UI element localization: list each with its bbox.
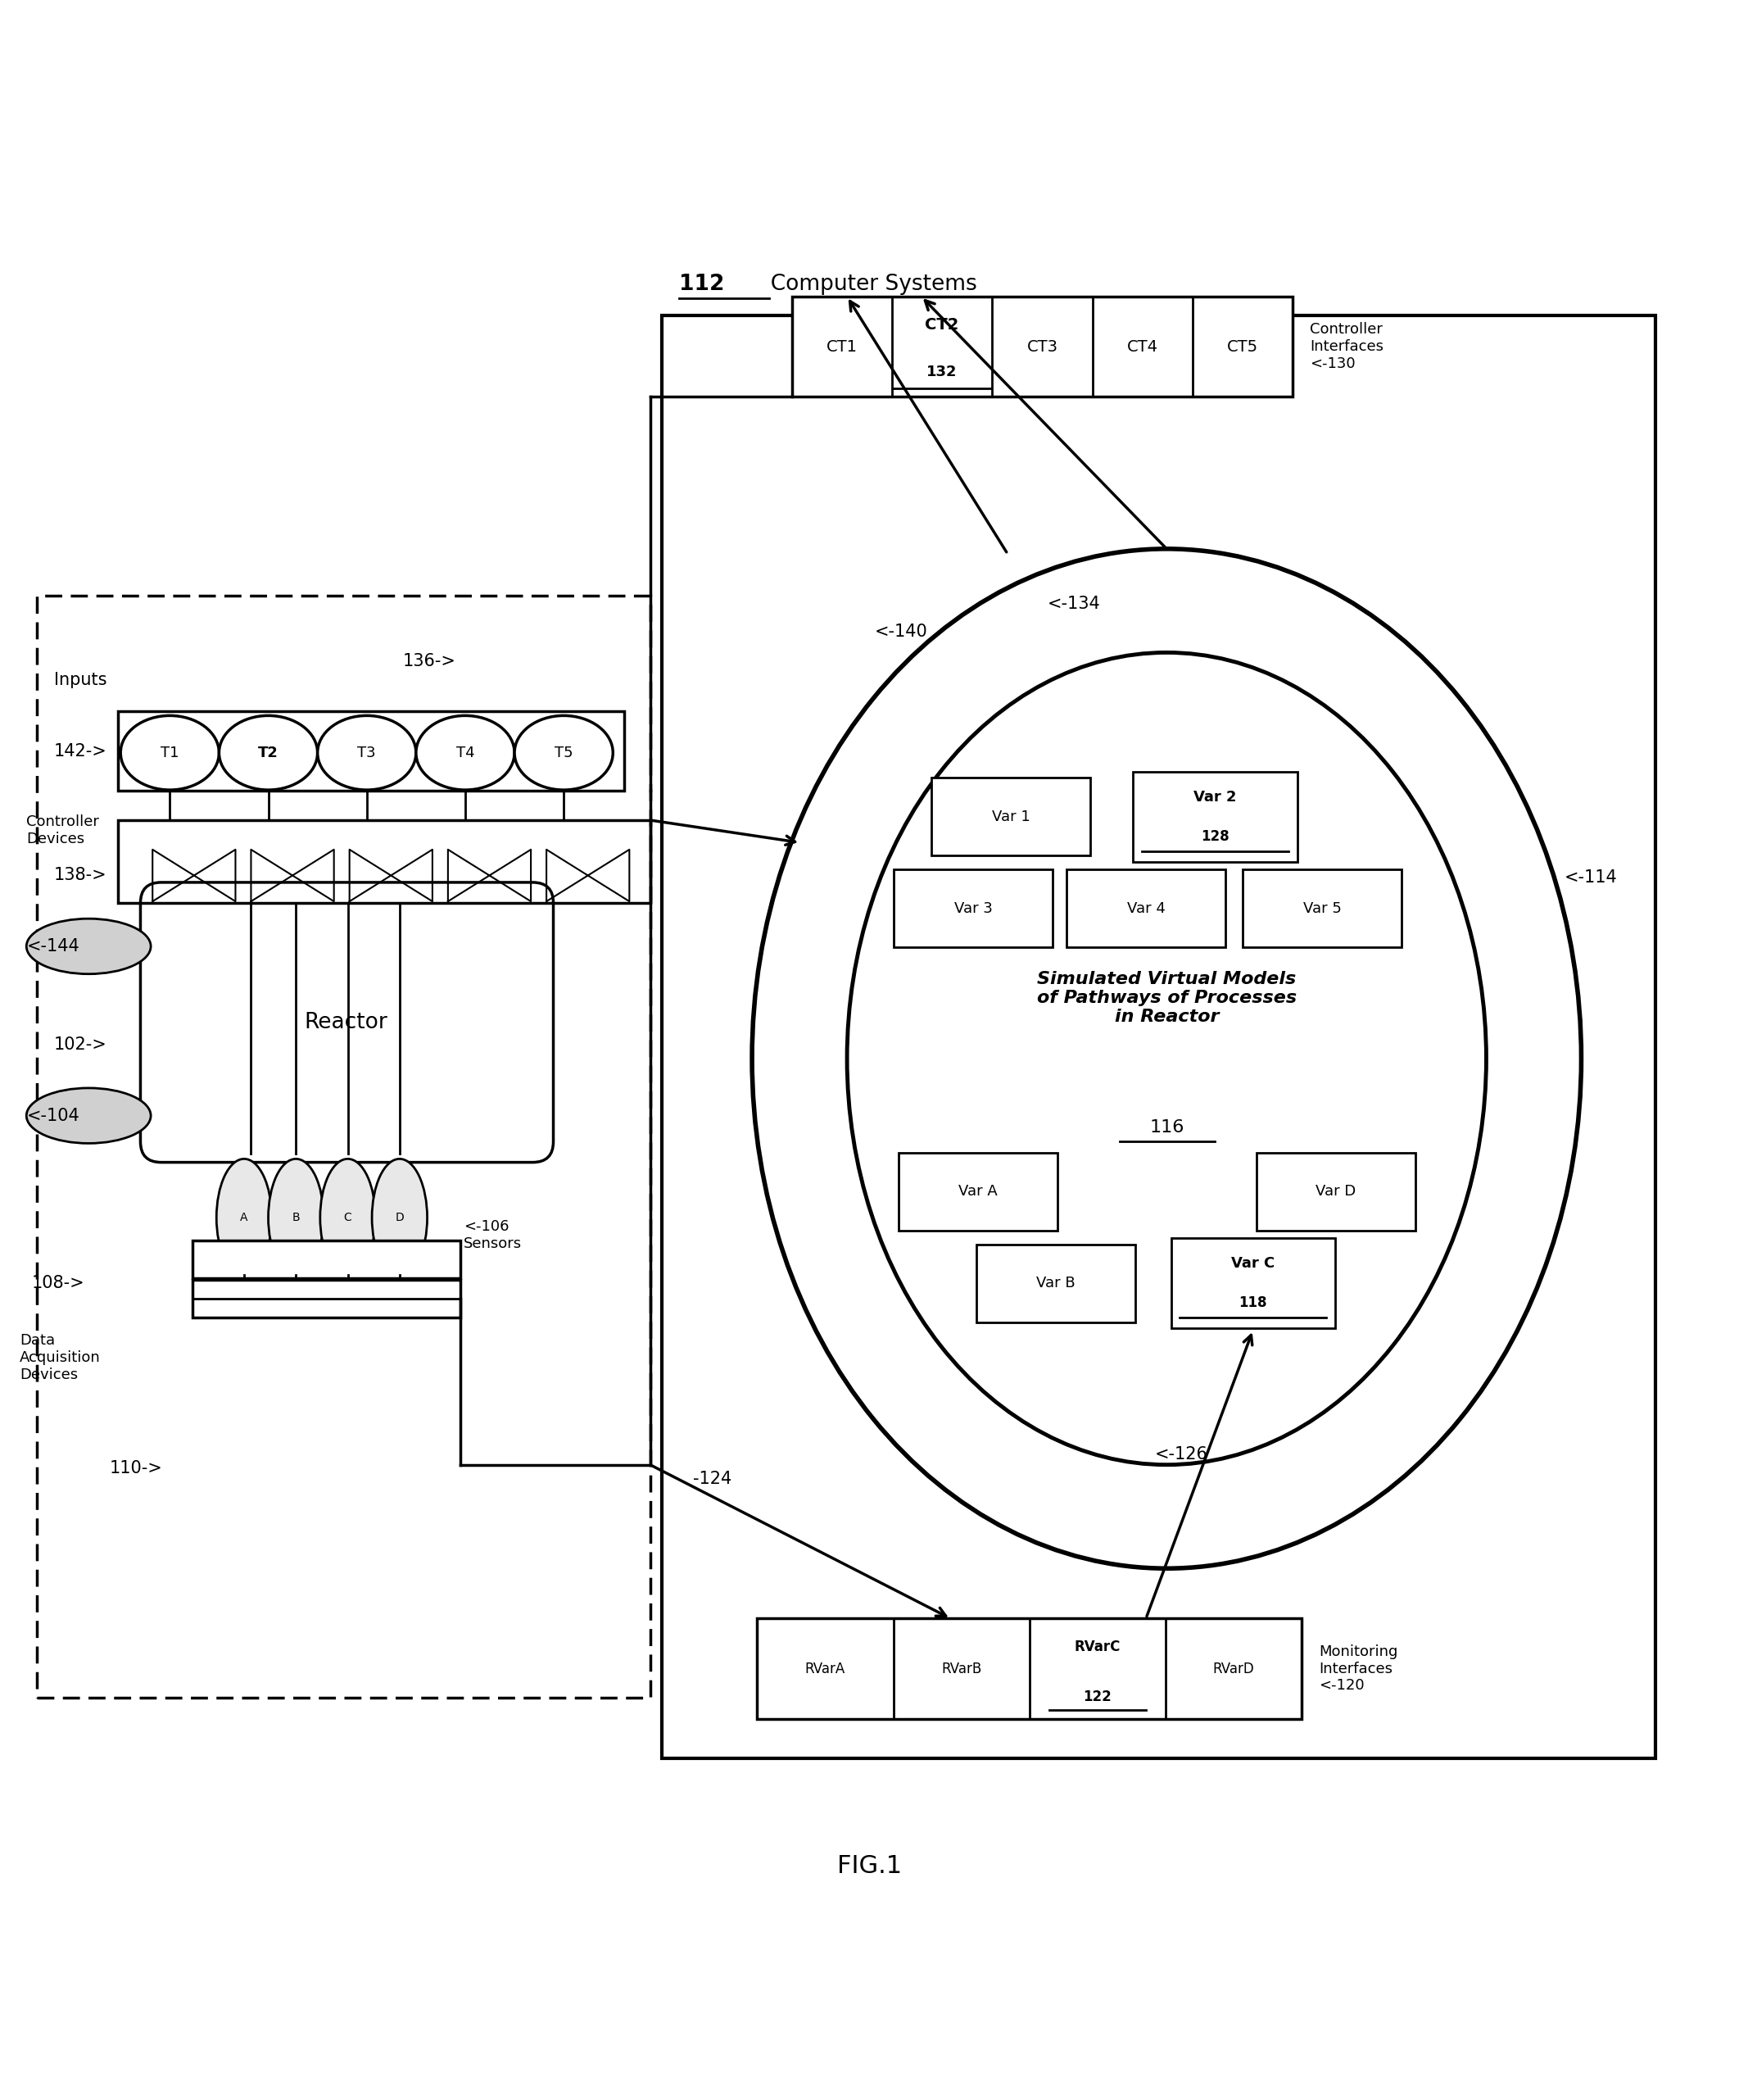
Ellipse shape (320, 1159, 376, 1277)
Text: RVarC: RVarC (1075, 1640, 1120, 1655)
FancyBboxPatch shape (1066, 869, 1226, 947)
Ellipse shape (26, 918, 151, 974)
FancyBboxPatch shape (663, 315, 1656, 1758)
Text: Controller
Devices: Controller Devices (26, 815, 99, 846)
Text: CT4: CT4 (1127, 338, 1158, 355)
Text: FIG.1: FIG.1 (836, 1854, 903, 1877)
Text: Data
Acquisition
Devices: Data Acquisition Devices (19, 1334, 101, 1382)
Ellipse shape (120, 716, 219, 790)
Text: T5: T5 (555, 746, 572, 760)
Ellipse shape (372, 1159, 428, 1277)
Text: Monitoring
Interfaces
<-120: Monitoring Interfaces <-120 (1318, 1644, 1398, 1693)
Text: RVarB: RVarB (941, 1661, 981, 1676)
Text: Var C: Var C (1231, 1256, 1275, 1270)
Ellipse shape (268, 1159, 323, 1277)
Text: 122: 122 (1083, 1688, 1111, 1703)
Text: 128: 128 (1202, 830, 1229, 844)
FancyBboxPatch shape (894, 869, 1052, 947)
FancyBboxPatch shape (1257, 1153, 1416, 1231)
Text: 136->: 136-> (403, 653, 456, 670)
Text: 112: 112 (680, 273, 725, 294)
Text: 118: 118 (1238, 1296, 1268, 1310)
Text: Var 3: Var 3 (955, 901, 993, 916)
Text: B: B (292, 1212, 299, 1224)
Text: Var B: Var B (1036, 1277, 1076, 1291)
Text: <-140: <-140 (875, 624, 927, 640)
Text: T1: T1 (160, 746, 179, 760)
FancyBboxPatch shape (193, 1279, 461, 1319)
FancyBboxPatch shape (1170, 1239, 1336, 1327)
Text: Simulated Virtual Models
of Pathways of Processes
in Reactor: Simulated Virtual Models of Pathways of … (1036, 970, 1297, 1025)
Text: CT3: CT3 (1026, 338, 1057, 355)
Ellipse shape (216, 1159, 271, 1277)
Text: Controller
Interfaces
<-130: Controller Interfaces <-130 (1309, 321, 1384, 372)
Text: RVarD: RVarD (1212, 1661, 1254, 1676)
Text: 110->: 110-> (110, 1459, 162, 1476)
Text: A: A (240, 1212, 249, 1224)
Ellipse shape (416, 716, 515, 790)
FancyBboxPatch shape (791, 296, 1292, 397)
FancyBboxPatch shape (141, 882, 553, 1161)
Text: RVarA: RVarA (805, 1661, 845, 1676)
Text: -124: -124 (694, 1470, 732, 1487)
FancyBboxPatch shape (193, 1241, 461, 1279)
Text: <-106
Sensors: <-106 Sensors (464, 1218, 522, 1252)
Text: CT2: CT2 (925, 317, 958, 332)
FancyBboxPatch shape (1243, 869, 1402, 947)
Text: T3: T3 (358, 746, 376, 760)
Text: Var A: Var A (958, 1184, 998, 1199)
Text: 142->: 142-> (54, 743, 108, 760)
FancyBboxPatch shape (756, 1619, 1301, 1718)
FancyBboxPatch shape (977, 1245, 1136, 1323)
Ellipse shape (219, 716, 318, 790)
Text: Computer Systems: Computer Systems (756, 273, 977, 294)
Text: <-114: <-114 (1563, 869, 1617, 886)
Ellipse shape (515, 716, 612, 790)
FancyBboxPatch shape (1134, 773, 1297, 861)
Text: T4: T4 (456, 746, 475, 760)
Ellipse shape (318, 716, 416, 790)
Text: 138->: 138-> (54, 867, 108, 884)
FancyBboxPatch shape (899, 1153, 1057, 1231)
Text: 108->: 108-> (31, 1275, 85, 1291)
Text: Var 1: Var 1 (991, 808, 1029, 823)
Text: C: C (344, 1212, 351, 1224)
Text: <-104: <-104 (26, 1107, 80, 1124)
Text: Var D: Var D (1316, 1184, 1356, 1199)
Text: Var 5: Var 5 (1303, 901, 1341, 916)
Text: CT1: CT1 (826, 338, 857, 355)
Text: Var 4: Var 4 (1127, 901, 1165, 916)
Ellipse shape (26, 1088, 151, 1142)
Text: CT5: CT5 (1228, 338, 1259, 355)
Text: 116: 116 (1149, 1119, 1184, 1136)
Text: Reactor: Reactor (304, 1012, 388, 1033)
Text: D: D (395, 1212, 403, 1224)
Text: <-144: <-144 (26, 939, 80, 955)
Text: T2: T2 (257, 746, 278, 760)
Text: Inputs: Inputs (54, 672, 106, 689)
Text: 102->: 102-> (54, 1037, 108, 1052)
Text: <-126: <-126 (1155, 1447, 1207, 1462)
FancyBboxPatch shape (932, 777, 1090, 855)
Text: 132: 132 (927, 363, 958, 380)
Text: Var 2: Var 2 (1193, 790, 1236, 804)
Text: <-134: <-134 (1047, 596, 1101, 613)
